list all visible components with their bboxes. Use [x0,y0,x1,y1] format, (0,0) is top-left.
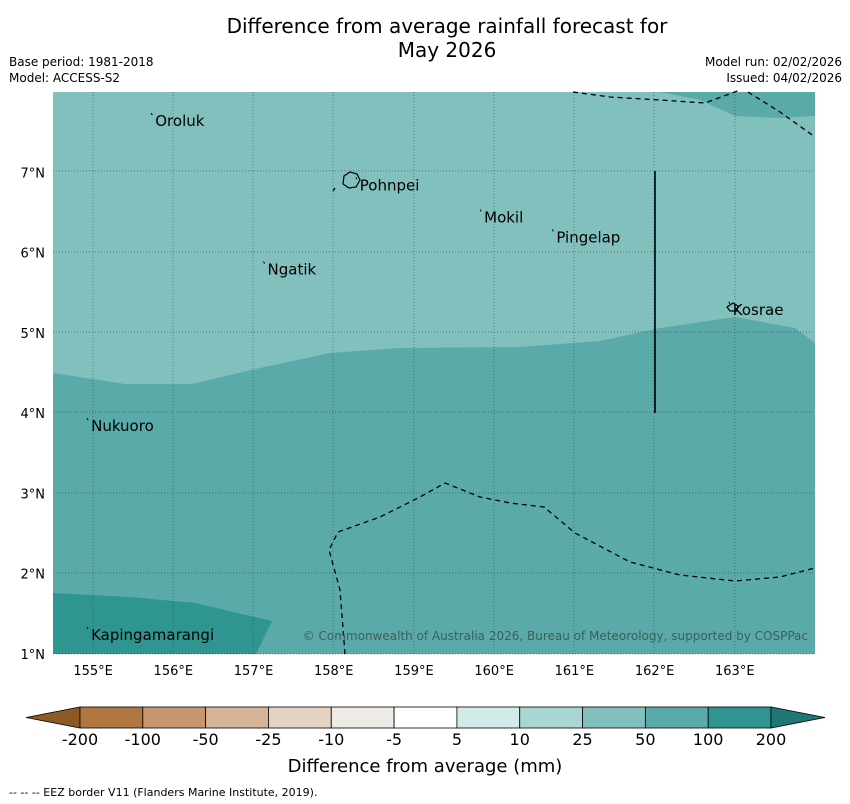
colorbar-underflow-triangle [25,706,81,729]
lon-tick-label: 155°E [73,664,113,679]
colorbar-tick-label: -25 [255,730,281,749]
colorbar-tick-label: -10 [318,730,344,749]
lat-tick-label: 5°N [21,327,46,342]
copyright-notice: © Commonwealth of Australia 2026, Bureau… [303,629,808,643]
place-marker-kapingamarangi [86,626,89,630]
place-label-pohnpei: Pohnpei [360,176,420,194]
meta-left: Base period: 1981-2018 Model: ACCESS-S2 [9,54,154,86]
colorbar-bin [456,706,521,729]
lon-tick-label: 159°E [394,664,434,679]
map-title: Difference from average rainfall forecas… [0,14,850,62]
map-title-line-2: May 2026 [397,38,497,62]
colorbar-bin [330,706,395,729]
place-label-kosrae: Kosrae [733,301,784,319]
colorbar-tick-label: 25 [572,730,592,749]
latitude-tick-labels: 1°N 2°N 3°N 4°N 5°N 6°N 7°N [21,166,46,663]
kosrae-outline [726,302,739,312]
place-label-oroluk: Oroluk [155,112,204,130]
place-label-ngatik: Ngatik [268,261,317,279]
model-run-text: Model run: 02/02/2026 [704,55,842,69]
place-marker-mokil [479,209,482,212]
region-50-100mm-south [53,317,815,654]
colorbar-bin [519,706,583,729]
place-marker-nukuoro [86,417,89,421]
colorbar-bin [268,706,332,729]
colorbar-bin [644,706,709,729]
lat-tick-label: 3°N [21,487,46,502]
colorbar-tick-label: -200 [62,730,98,749]
map-fill-regions [53,92,815,654]
colorbar-bin [393,706,458,729]
colorbar-bin [79,706,144,729]
place-marker-oroluk [150,112,153,116]
place-label-kapingamarangi: Kapingamarangi [91,626,214,644]
colorbar-bin [205,706,269,729]
colorbar-title: Difference from average (mm) [288,756,563,777]
colorbar-tick-label: 5 [452,730,462,749]
eez-footnote: -- -- -- EEZ border V11 (Flanders Marine… [9,786,318,799]
colorbar-overflow-triangle [770,706,826,729]
lat-tick-label: 4°N [21,407,46,422]
map-title-line-1: Difference from average rainfall forecas… [226,14,668,38]
place-marker-ngatik [263,261,266,264]
colorbar-tick-label: -5 [386,730,402,749]
lat-tick-label: 1°N [21,648,46,663]
meta-right: Model run: 02/02/2026 Issued: 04/02/2026 [705,54,842,86]
place-marker-pingelap [551,229,554,232]
colorbar-tick-label: 100 [693,730,724,749]
lon-tick-label: 163°E [715,664,755,679]
pohnpei-outline [342,171,361,189]
place-marker-kosrae [728,301,731,304]
island-outlines [332,171,739,312]
place-marker-pohnpei [355,177,358,180]
eez-border-north [572,89,741,104]
graticule [53,92,815,655]
lon-tick-label: 160°E [474,664,514,679]
place-label-mokil: Mokil [484,208,523,226]
model-text: Model: ACCESS-S2 [9,71,121,85]
place-label-nukuoro: Nukuoro [91,417,154,435]
colorbar-tick-label: -100 [125,730,161,749]
lon-tick-label: 161°E [555,664,595,679]
pohnpei-reef-mark [332,187,336,192]
longitude-tick-labels: 155°E 156°E 157°E 158°E 159°E 160°E 161°E 162°E… [73,664,754,679]
lon-tick-label: 156°E [154,664,194,679]
lat-tick-label: 7°N [21,166,46,181]
colorbar-tick-label: 200 [756,730,787,749]
lon-tick-label: 157°E [234,664,274,679]
colorbar-tick-label: 50 [635,730,655,749]
lon-tick-label: 158°E [314,664,354,679]
colorbar-tick-label: -50 [193,730,219,749]
issued-text: Issued: 04/02/2026 [726,71,842,85]
colorbar-bin [142,706,207,729]
eez-borders [328,89,816,655]
place-label-pingelap: Pingelap [556,229,620,247]
colorbar-tick-label: 10 [510,730,530,749]
region-100-200mm [53,593,272,654]
colorbar: -200 -100 -50 -25 -10 -5 5 10 25 50 100 200 [25,706,826,749]
lon-tick-label: 162°E [635,664,675,679]
lat-tick-label: 2°N [21,568,46,583]
colorbar-bin [707,706,772,729]
base-period-text: Base period: 1981-2018 [9,55,154,69]
colorbar-bin [582,706,646,729]
place-labels: Oroluk Pohnpei Mokil Pingelap Ngatik Kosrae Nu… [86,112,784,644]
lat-tick-label: 6°N [21,247,46,262]
region-50-100mm-north [660,92,815,118]
eez-border-northeast [747,91,816,138]
